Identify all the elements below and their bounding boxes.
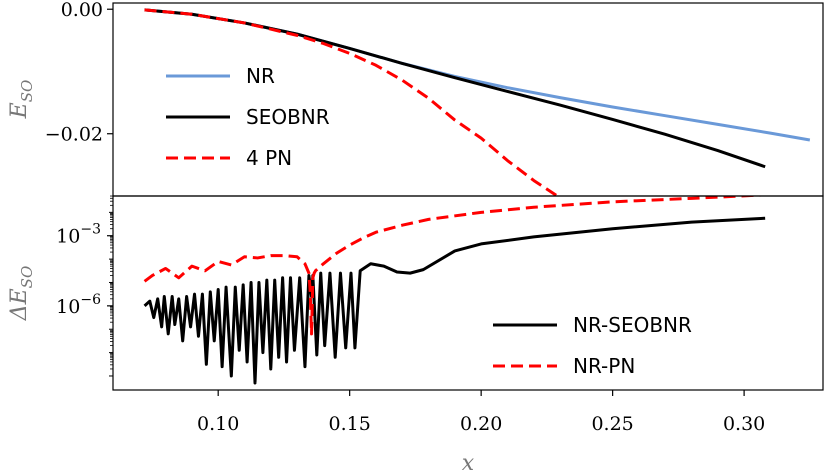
x-tick-label: 0.10 <box>197 413 239 435</box>
legend-label-4-pn: 4 PN <box>246 146 292 170</box>
series-line-4-pn <box>144 8 560 196</box>
y-tick-exponent: −3 <box>80 222 101 238</box>
top-y-ticks: 0.00 −0.02 <box>45 0 113 146</box>
series-line-nr <box>144 8 811 142</box>
bottom-axes-frame <box>112 195 824 391</box>
top-legend: NR SEOBNR 4 PN <box>166 64 330 170</box>
x-tick-label: 0.30 <box>723 413 765 435</box>
top-axes-frame <box>112 2 824 197</box>
legend-label-seobnr: SEOBNR <box>246 105 330 129</box>
bottom-y-ticks: 10−310−6 <box>56 195 113 377</box>
bottom-y-axis-label: ΔESO <box>7 266 36 322</box>
top-plot-lines <box>144 8 811 196</box>
x-tick-label: 0.15 <box>329 413 371 435</box>
bottom-y-label-sub: SO <box>18 266 36 289</box>
x-tick-label: 0.20 <box>460 413 502 435</box>
x-ticks: 0.10 0.15 0.20 0.25 0.30 <box>197 390 765 435</box>
x-tick-label: 0.25 <box>591 413 633 435</box>
bottom-legend: NR-SEOBNR NR-PN <box>493 313 692 378</box>
series-line-seobnr <box>144 8 766 169</box>
bottom-plot-lines <box>143 196 766 385</box>
y-tick-label: −0.02 <box>45 124 103 146</box>
y-tick-base: 10 <box>56 296 80 318</box>
y-tick-exponent: −6 <box>80 292 101 308</box>
top-y-axis-label: ESO <box>7 80 36 120</box>
y-tick-label: 10−3 <box>56 222 101 248</box>
series-line-nr-pn <box>143 196 766 336</box>
top-panel: 0.00 −0.02 ESO NR SEOBNR 4 PN <box>7 0 811 196</box>
legend-label-nr-pn: NR-PN <box>573 354 635 378</box>
top-y-label-sub: SO <box>18 80 36 103</box>
series-line-nr-seobnr <box>143 216 766 385</box>
x-axis-label: x <box>462 451 475 475</box>
bottom-panel: 10−310−6 0.10 0.15 0.20 0.25 0.30 ΔESO x NR-… <box>7 195 765 475</box>
bottom-y-label-main: ΔE <box>7 288 32 321</box>
y-tick-base: 10 <box>56 226 80 248</box>
legend-label-nr-seobnr: NR-SEOBNR <box>573 313 692 337</box>
legend-label-nr: NR <box>246 64 275 88</box>
top-y-label-main: E <box>7 102 32 119</box>
y-tick-label: 10−6 <box>56 292 101 318</box>
y-tick-label: 0.00 <box>61 0 103 21</box>
